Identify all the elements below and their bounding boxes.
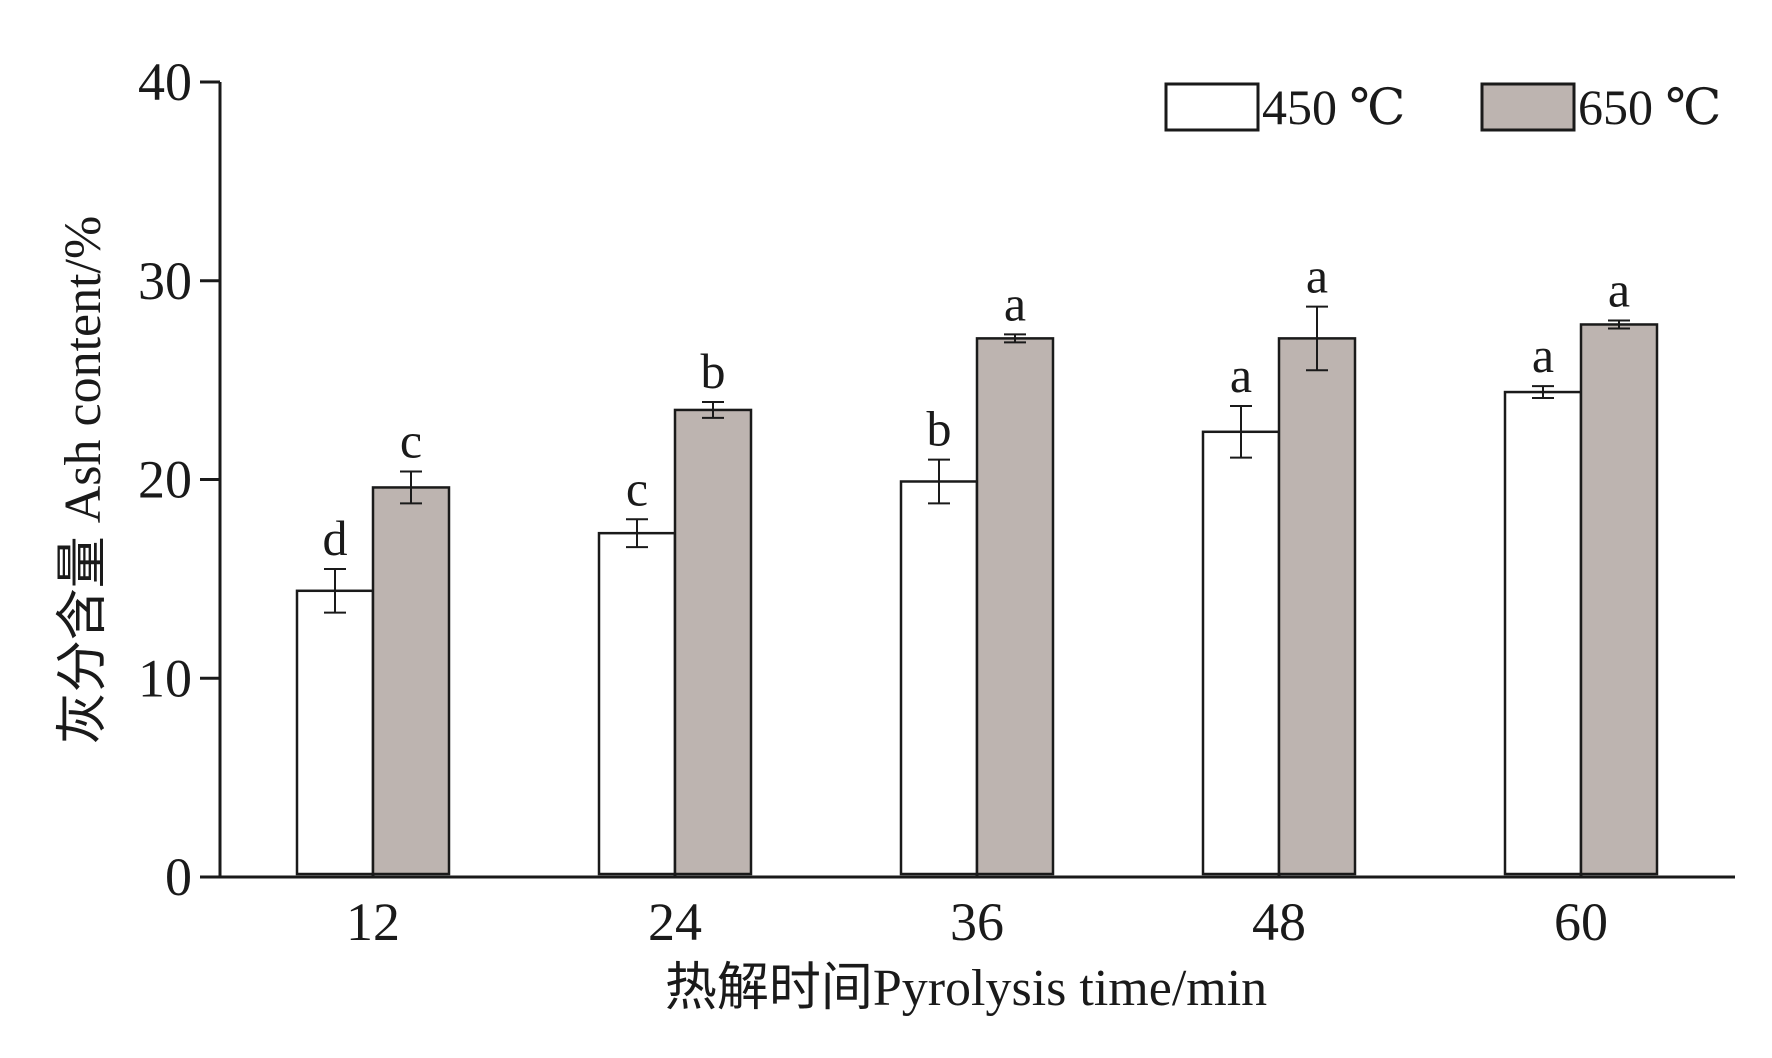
bar: [1503, 390, 1583, 876]
significance-label: a: [1306, 248, 1328, 304]
significance-label: a: [1532, 327, 1554, 383]
significance-label: c: [400, 413, 422, 469]
bar: [899, 480, 979, 876]
y-axis-label: 灰分含量 Ash content/%: [55, 216, 112, 745]
y-tick-label: 40: [138, 52, 192, 112]
x-axis-label: 热解时间Pyrolysis time/min: [665, 960, 1267, 1017]
significance-label: c: [626, 460, 648, 516]
bar: [1579, 323, 1659, 876]
x-tick-label: 60: [1554, 892, 1608, 952]
legend-swatch: [1164, 82, 1260, 132]
significance-label: b: [701, 343, 726, 399]
x-tick-label: 24: [648, 892, 702, 952]
legend-label: 450 ℃: [1262, 79, 1405, 135]
y-tick-label: 10: [138, 648, 192, 708]
significance-label: b: [927, 401, 952, 457]
x-tick-label: 12: [346, 892, 400, 952]
bar: [1201, 430, 1281, 876]
y-tick-label: 30: [138, 251, 192, 311]
y-tick-label: 0: [165, 847, 192, 907]
bar: [673, 408, 753, 876]
legend-swatch: [1480, 82, 1576, 132]
y-tick-label: 20: [138, 450, 192, 510]
bar: [371, 486, 451, 876]
x-tick-label: 48: [1252, 892, 1306, 952]
significance-label: a: [1004, 275, 1026, 331]
bar: [975, 337, 1055, 876]
legend: 450 ℃ 650 ℃: [1164, 79, 1721, 135]
bar: [1277, 337, 1357, 876]
significance-label: d: [323, 510, 348, 566]
significance-label: a: [1230, 347, 1252, 403]
legend-label: 650 ℃: [1578, 79, 1721, 135]
bar: [295, 589, 375, 876]
bar: [597, 531, 677, 876]
x-tick-label: 36: [950, 892, 1004, 952]
significance-label: a: [1608, 262, 1630, 318]
